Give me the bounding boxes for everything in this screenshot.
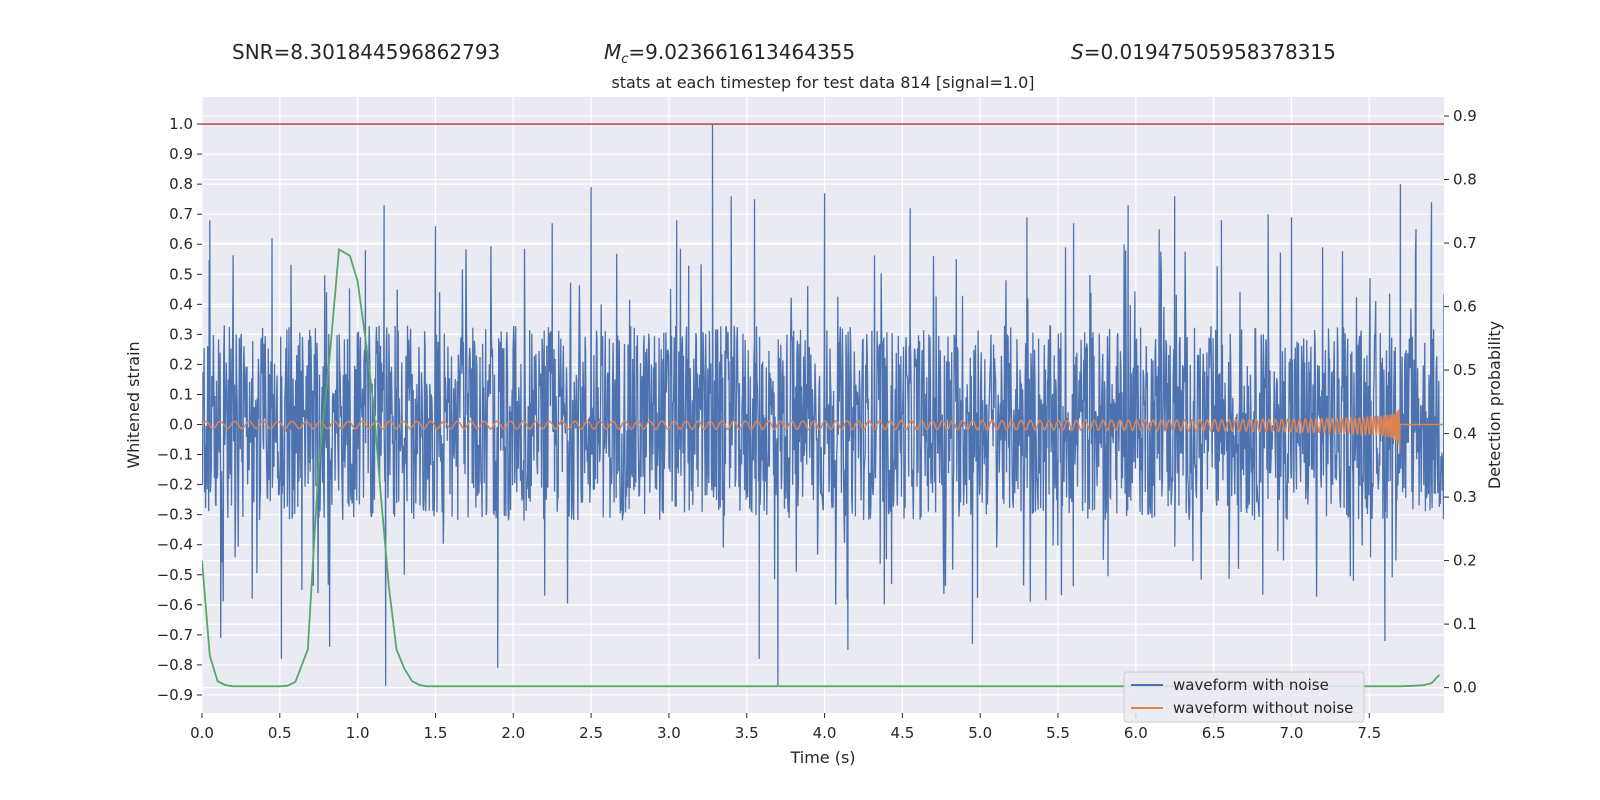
y-tick-label: 0.8: [169, 175, 193, 193]
y2-tick-label: 0.2: [1453, 552, 1477, 570]
chirp-mass-subscript: c: [621, 52, 629, 67]
y-tick-label: 0.4: [169, 295, 193, 313]
chirp-mass-value: =9.023661613464355: [628, 40, 856, 64]
y-tick-label: −0.3: [157, 506, 193, 524]
y-tick-label: −0.5: [157, 566, 193, 584]
y-tick-label: 0.7: [169, 205, 193, 223]
plot-area: [202, 97, 1444, 713]
y-tick-label: −0.4: [157, 536, 193, 554]
x-tick-label: 0.0: [190, 724, 214, 742]
x-tick-label: 6.5: [1202, 724, 1226, 742]
y2-tick-label: 0.9: [1453, 107, 1477, 125]
x-tick-label: 3.0: [657, 724, 681, 742]
clean-waveform-line: [202, 409, 1444, 450]
x-tick-label: 2.5: [579, 724, 603, 742]
x-tick-label: 5.0: [968, 724, 992, 742]
x-tick-label: 5.5: [1046, 724, 1070, 742]
y-axis-label: Whitened strain: [124, 341, 143, 468]
spin-label: S=0.01947505958378315: [1071, 40, 1336, 64]
y-tick-label: −0.2: [157, 476, 193, 494]
x-tick-label: 7.0: [1280, 724, 1304, 742]
y-tick-label: 0.5: [169, 265, 193, 283]
x-tick-label: 1.5: [424, 724, 448, 742]
y2-tick-label: 0.3: [1453, 488, 1477, 506]
chirp-mass-symbol: M: [604, 40, 622, 64]
spin-symbol: S: [1071, 40, 1084, 64]
legend: waveform with noise waveform without noi…: [1123, 671, 1365, 723]
x-tick-label: 6.0: [1124, 724, 1148, 742]
x-tick-label: 4.5: [890, 724, 914, 742]
y-tick-label: −0.9: [157, 686, 193, 704]
noisy-waveform-line: [202, 123, 1444, 687]
snr-label: SNR=8.301844596862793: [232, 40, 501, 64]
legend-label-noise: waveform with noise: [1173, 676, 1329, 694]
y2-tick-label: 0.1: [1453, 615, 1477, 633]
y-tick-label: −0.1: [157, 446, 193, 464]
y2-axis-label: Detection probability: [1485, 321, 1504, 489]
y-tick-label: 0.2: [169, 355, 193, 373]
y-tick-label: 0.9: [169, 145, 193, 163]
y2-tick-label: 0.7: [1453, 234, 1477, 252]
x-tick-label: 1.0: [346, 724, 370, 742]
x-tick-label: 3.5: [735, 724, 759, 742]
x-tick-label: 2.0: [501, 724, 525, 742]
chirp-mass-label: Mc=9.023661613464355: [604, 40, 855, 67]
y2-tick-label: 0.5: [1453, 361, 1477, 379]
legend-label-clean: waveform without noise: [1173, 699, 1353, 717]
y2-tick-label: 0.0: [1453, 679, 1477, 697]
legend-frame: [1123, 671, 1365, 723]
chart-title: stats at each timestep for test data 814…: [611, 73, 1034, 92]
y-tick-label: 0.3: [169, 325, 193, 343]
y2-tick-label: 0.6: [1453, 298, 1477, 316]
y-tick-label: −0.7: [157, 626, 193, 644]
y-tick-label: 0.6: [169, 235, 193, 253]
y-tick-label: 0.1: [169, 385, 193, 403]
y2-tick-label: 0.8: [1453, 171, 1477, 189]
y-tick-label: −0.6: [157, 596, 193, 614]
y-tick-label: −0.8: [157, 656, 193, 674]
spin-value: =0.01947505958378315: [1083, 40, 1336, 64]
y-tick-label: 0.0: [169, 416, 193, 434]
x-tick-label: 4.0: [813, 724, 837, 742]
y-tick-label: 1.0: [169, 115, 193, 133]
x-axis-label: Time (s): [789, 748, 855, 767]
x-tick-label: 7.5: [1357, 724, 1381, 742]
x-tick-label: 0.5: [268, 724, 292, 742]
y2-tick-label: 0.4: [1453, 425, 1477, 443]
